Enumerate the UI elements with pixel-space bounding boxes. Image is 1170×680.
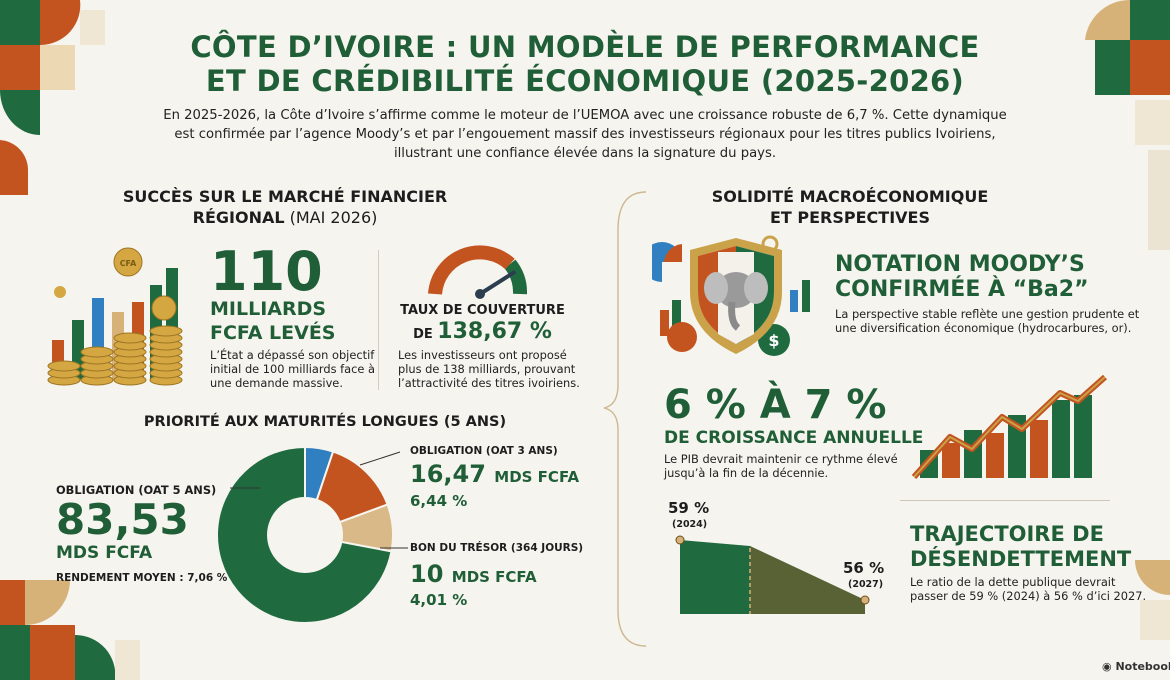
brand-watermark: ◉ Notebook [1102, 660, 1170, 673]
raised-value: 110 [210, 240, 323, 303]
left-heading-bold: RÉGIONAL [192, 208, 285, 227]
bt-label: BON DU TRÉSOR (364 JOURS) [410, 542, 584, 554]
moodys-desc-line-1: La perspective stable reflète une gestio… [835, 307, 1140, 321]
intro-line-2: est confirmée par l’agence Moody’s et pa… [174, 127, 996, 142]
bt-unit: MDS FCFA [451, 568, 537, 586]
right-heading-line-1: SOLIDITÉ MACROÉCONOMIQUE [711, 187, 989, 206]
right-section-heading: SOLIDITÉ MACROÉCONOMIQUE ET PERSPECTIVES [660, 186, 1040, 228]
coverage-value: 138,67 % [437, 319, 552, 344]
raised-label-line-1: MILLIARDS [210, 298, 327, 320]
debt-end-year: (2027) [848, 579, 884, 590]
debt-title-line-2: DÉSENDETTEMENT [910, 547, 1132, 571]
growth-desc-line-2: jusqu’à la fin de la décennie. [664, 466, 829, 480]
oat5-label: OBLIGATION (OAT 5 ANS) [56, 483, 217, 497]
oat3-unit: MDS FCFA [494, 468, 580, 486]
maturity-donut [216, 445, 394, 624]
brand-label: Notebook [1115, 660, 1170, 673]
svg-text:$: $ [768, 331, 779, 350]
maturity-heading: PRIORITÉ AUX MATURITÉS LONGUES (5 ANS) [143, 414, 507, 430]
gauge-hub [475, 289, 485, 299]
right-heading-line-2: ET PERSPECTIVES [769, 208, 930, 227]
left-heading-line-1: SUCCÈS SUR LE MARCHÉ FINANCIER [122, 187, 448, 206]
decor-bottom-right [1135, 560, 1170, 640]
debt-end-point [860, 595, 870, 605]
raised-description: L’État a dépassé son objectif initial de… [210, 348, 375, 390]
oat3-value: 16,47 [410, 460, 486, 488]
coverage-prefix: DE [413, 327, 438, 342]
brand-icon: ◉ [1102, 660, 1116, 673]
coverage-description: Les investisseurs ont proposé plus de 13… [398, 348, 580, 390]
moodys-title: NOTATION MOODY’S CONFIRMÉE À “Ba2” [835, 252, 1089, 302]
coverage-gauge [428, 245, 527, 299]
coverage-label: TAUX DE COUVERTURE [400, 303, 565, 318]
growth-value: 6 % À 7 % [664, 382, 887, 428]
coins-bars-illustration: CFA [47, 247, 183, 386]
page-title: CÔTE D’IVOIRE : UN MODÈLE DE PERFORMANCE… [0, 30, 1170, 98]
vertical-divider [378, 250, 379, 390]
coverage-desc-line-3: l’attractivité des titres ivoiriens. [398, 376, 580, 390]
oat3-amount: 16,47 MDS FCFA [410, 460, 579, 491]
gauge-arc-green [504, 259, 527, 295]
oat3-label: OBLIGATION (OAT 3 ANS) [410, 445, 558, 457]
donut-hole [267, 497, 343, 573]
growth-label: DE CROISSANCE ANNUELLE [664, 428, 924, 448]
shield-elephant-icon: $ [652, 235, 810, 356]
intro-line-3: illustrant une confiance élevée dans la … [393, 146, 777, 161]
coverage-desc-line-2: plus de 138 milliards, prouvant [398, 362, 576, 376]
bt-value: 10 [410, 560, 444, 588]
left-heading-line-2: RÉGIONAL (MAI 2026) [90, 207, 480, 228]
bt-pct: 4,01 % [410, 591, 468, 609]
debt-desc-line-1: Le ratio de la dette publique devrait [910, 575, 1116, 589]
decor-top-right [1085, 0, 1170, 250]
donut-leaders [230, 451, 408, 549]
oat3-pct: 6,44 % [410, 492, 468, 510]
raised-desc-line-3: une demande massive. [210, 376, 343, 390]
coverage-value-row: DE 138,67 % [395, 318, 570, 346]
growth-bars-illustration [911, 375, 1107, 480]
growth-description: Le PIB devrait maintenir ce rythme élevé… [664, 452, 898, 480]
gauge-arc-orange [428, 245, 515, 295]
title-line-2: ET DE CRÉDIBILITÉ ÉCONOMIQUE (2025-2026) [205, 64, 965, 98]
oat5-yield: RENDEMENT MOYEN : 7,06 % [56, 572, 228, 584]
moodys-title-line-2: CONFIRMÉE À “Ba2” [835, 277, 1089, 302]
debt-start-value: 59 % [668, 499, 710, 517]
intro-text: En 2025-2026, la Côte d’Ivoire s’affirme… [150, 106, 1020, 163]
right-bracket [603, 191, 647, 647]
debt-desc-line-2: passer de 59 % (2024) à 56 % d’ici 2027. [910, 589, 1147, 603]
debt-title: TRAJECTOIRE DE DÉSENDETTEMENT [910, 522, 1131, 572]
intro-line-1: En 2025-2026, la Côte d’Ivoire s’affirme… [163, 108, 1007, 123]
debt-title-line-1: TRAJECTOIRE DE [910, 522, 1104, 546]
moodys-description: La perspective stable reflète une gestio… [835, 307, 1139, 335]
debt-description: Le ratio de la dette publique devrait pa… [910, 575, 1146, 603]
bt-amount: 10 MDS FCFA [410, 560, 537, 591]
title-line-1: CÔTE D’IVOIRE : UN MODÈLE DE PERFORMANCE [190, 30, 980, 64]
gauge-needle [478, 270, 516, 296]
oat5-value: 83,53 [56, 495, 189, 544]
debt-start-point [675, 535, 685, 545]
oat5-unit: MDS FCFA [56, 543, 153, 563]
left-heading-date: (MAI 2026) [284, 208, 378, 227]
debt-end-value: 56 % [843, 559, 885, 577]
decor-top-left [0, 0, 105, 195]
debt-start-year: (2024) [672, 519, 708, 530]
debt-area-chart [675, 535, 870, 614]
leader-oat3 [359, 451, 401, 466]
coverage-desc-line-1: Les investisseurs ont proposé [398, 348, 567, 362]
raised-label-line-2: FCFA LEVÉS [210, 322, 336, 344]
raised-desc-line-2: initial de 100 milliards face à [210, 362, 376, 376]
left-section-heading: SUCCÈS SUR LE MARCHÉ FINANCIER RÉGIONAL … [90, 186, 480, 228]
raised-desc-line-1: L’État a dépassé son objectif [210, 348, 375, 362]
decor-bottom-left [0, 580, 140, 680]
coin-label: CFA [120, 259, 137, 268]
raised-label: MILLIARDS FCFA LEVÉS [210, 297, 336, 345]
moodys-desc-line-2: une diversification économique (hydrocar… [835, 321, 1132, 335]
growth-desc-line-1: Le PIB devrait maintenir ce rythme élevé [664, 452, 898, 466]
moodys-title-line-1: NOTATION MOODY’S [835, 252, 1085, 277]
right-divider [900, 500, 1110, 501]
